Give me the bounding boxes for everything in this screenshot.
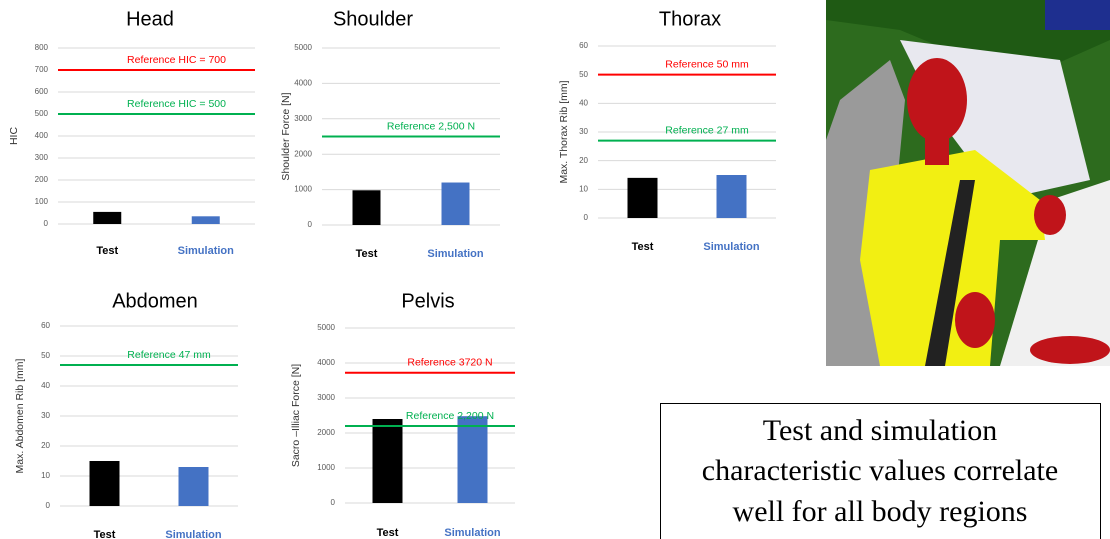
y-tick-label: 0: [44, 219, 49, 228]
image-dummy-head: [907, 58, 967, 142]
y-tick-label: 200: [35, 175, 49, 184]
x-tick-label: Simulation: [444, 527, 501, 539]
reference-label: Reference HIC = 500: [127, 98, 226, 110]
reference-label: Reference 50 mm: [665, 58, 749, 70]
simulation-image: [826, 0, 1110, 366]
image-blue-part: [1045, 0, 1110, 30]
y-tick-label: 1000: [294, 185, 312, 194]
y-tick-label: 2000: [317, 428, 335, 437]
y-tick-label: 60: [41, 321, 50, 330]
image-door: [1000, 180, 1110, 366]
y-tick-label: 5000: [317, 323, 335, 332]
image-dummy-neck: [925, 135, 949, 165]
reference-label: Reference 27 mm: [665, 124, 749, 136]
text-box: [660, 403, 1101, 539]
text-box-line: well for all body regions: [733, 495, 1028, 528]
chart-title: Shoulder: [333, 8, 413, 30]
bar: [352, 190, 381, 225]
y-tick-label: 50: [579, 70, 588, 79]
image-dummy-leg: [1030, 336, 1110, 364]
y-tick-label: 500: [35, 109, 49, 118]
bar: [191, 216, 220, 224]
chart-title: Abdomen: [112, 290, 198, 312]
image-dummy-hand: [1034, 195, 1066, 235]
y-tick-label: 30: [41, 411, 50, 420]
y-axis-title: Shoulder Force [N]: [280, 92, 292, 180]
x-tick-label: Simulation: [427, 248, 484, 260]
y-tick-label: 10: [41, 471, 50, 480]
x-tick-label: Simulation: [165, 529, 222, 539]
y-tick-label: 700: [35, 65, 49, 74]
y-tick-label: 50: [41, 351, 50, 360]
y-axis-title: Max. Thorax Rib [mm]: [558, 80, 570, 183]
x-tick-label: Simulation: [703, 241, 760, 253]
x-tick-label: Test: [94, 529, 116, 539]
x-tick-label: Test: [96, 245, 118, 257]
image-dummy-hand: [955, 292, 995, 348]
reference-label: Reference 2,500 N: [387, 120, 475, 132]
chart-title: Pelvis: [401, 290, 454, 312]
y-tick-label: 600: [35, 87, 49, 96]
x-tick-label: Test: [632, 241, 654, 253]
y-tick-label: 5000: [294, 43, 312, 52]
chart-title: Head: [126, 8, 174, 30]
x-tick-label: Test: [377, 527, 399, 539]
y-tick-label: 0: [584, 213, 589, 222]
y-tick-label: 0: [308, 220, 313, 229]
y-tick-label: 100: [35, 197, 49, 206]
y-tick-label: 400: [35, 131, 49, 140]
reference-label: Reference 2,200 N: [406, 410, 494, 422]
y-axis-title: HIC: [8, 127, 20, 146]
y-tick-label: 30: [579, 127, 588, 136]
y-tick-label: 300: [35, 153, 49, 162]
bar: [372, 419, 403, 503]
image-belt: [925, 180, 975, 366]
y-tick-label: 3000: [317, 393, 335, 402]
bar: [93, 211, 122, 224]
bar: [178, 467, 209, 506]
y-tick-label: 0: [331, 498, 336, 507]
y-tick-label: 0: [46, 501, 51, 510]
y-tick-label: 4000: [317, 358, 335, 367]
x-tick-label: Test: [356, 248, 378, 260]
x-tick-label: Simulation: [178, 245, 235, 257]
y-tick-label: 40: [579, 98, 588, 107]
y-tick-label: 20: [41, 441, 50, 450]
y-tick-label: 1000: [317, 463, 335, 472]
reference-label: Reference 3720 N: [407, 357, 492, 369]
y-axis-title: Sacro –Illiac Force [N]: [290, 364, 302, 467]
y-tick-label: 10: [579, 184, 588, 193]
y-tick-label: 3000: [294, 114, 312, 123]
bar: [457, 416, 488, 503]
bar: [441, 182, 470, 225]
bar: [627, 177, 658, 218]
reference-label: Reference HIC = 700: [127, 54, 226, 66]
text-box-line: characteristic values correlate: [702, 454, 1058, 487]
y-axis-title: Max. Abdomen Rib [mm]: [14, 358, 26, 473]
bar: [89, 461, 120, 506]
bar: [716, 175, 747, 218]
chart-title: Thorax: [659, 8, 721, 30]
reference-label: Reference 47 mm: [127, 349, 211, 361]
y-tick-label: 4000: [294, 79, 312, 88]
y-tick-label: 40: [41, 381, 50, 390]
y-tick-label: 2000: [294, 149, 312, 158]
y-tick-label: 20: [579, 156, 588, 165]
y-tick-label: 800: [35, 43, 49, 52]
y-tick-label: 60: [579, 41, 588, 50]
text-box-line: Test and simulation: [763, 414, 998, 447]
